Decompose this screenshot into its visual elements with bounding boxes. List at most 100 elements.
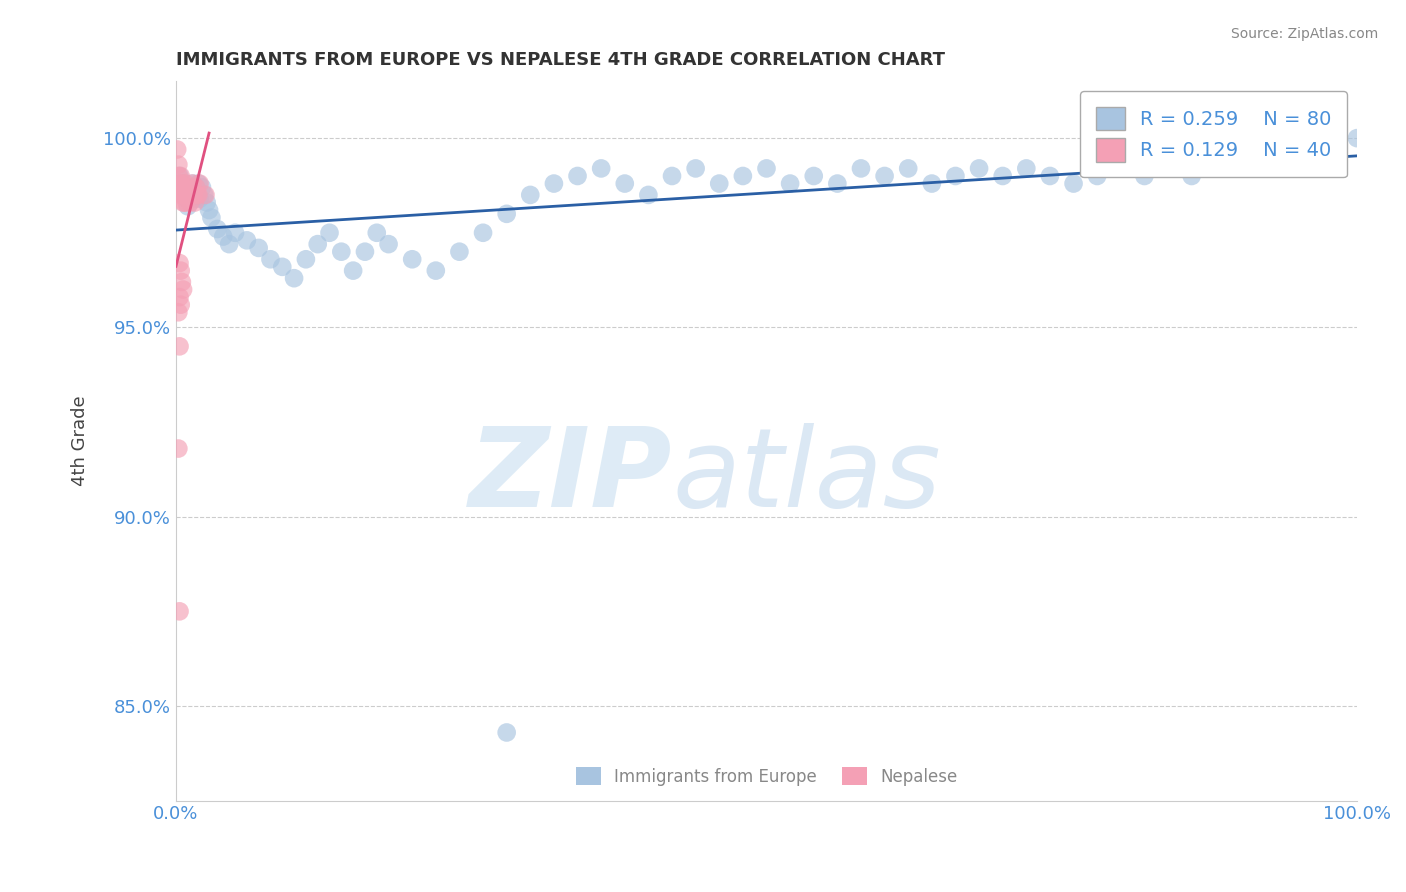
Point	[661, 169, 683, 183]
Point	[173, 188, 195, 202]
Point	[366, 226, 388, 240]
Point	[849, 161, 872, 176]
Point	[169, 604, 191, 618]
Point	[1299, 138, 1322, 153]
Point	[181, 177, 204, 191]
Point	[1085, 169, 1108, 183]
Point	[169, 180, 191, 194]
Point	[1322, 135, 1344, 149]
Point	[187, 177, 209, 191]
Point	[991, 169, 1014, 183]
Point	[177, 188, 200, 202]
Point	[218, 237, 240, 252]
Point	[172, 283, 194, 297]
Point	[271, 260, 294, 274]
Point	[567, 169, 589, 183]
Point	[169, 177, 191, 191]
Point	[169, 339, 191, 353]
Text: ZIP: ZIP	[468, 424, 672, 531]
Point	[967, 161, 990, 176]
Point	[519, 188, 541, 202]
Point	[247, 241, 270, 255]
Point	[1181, 169, 1204, 183]
Point	[183, 188, 205, 202]
Point	[176, 188, 198, 202]
Point	[1251, 135, 1274, 149]
Text: IMMIGRANTS FROM EUROPE VS NEPALESE 4TH GRADE CORRELATION CHART: IMMIGRANTS FROM EUROPE VS NEPALESE 4TH G…	[176, 51, 945, 69]
Point	[173, 195, 195, 210]
Text: Source: ZipAtlas.com: Source: ZipAtlas.com	[1230, 27, 1378, 41]
Point	[779, 177, 801, 191]
Legend: Immigrants from Europe, Nepalese: Immigrants from Europe, Nepalese	[569, 761, 965, 792]
Point	[186, 188, 208, 202]
Point	[259, 252, 281, 267]
Point	[637, 188, 659, 202]
Point	[1063, 177, 1085, 191]
Point	[1275, 131, 1298, 145]
Point	[709, 177, 731, 191]
Point	[195, 195, 218, 210]
Point	[236, 233, 259, 247]
Point	[177, 180, 200, 194]
Point	[543, 177, 565, 191]
Point	[591, 161, 613, 176]
Point	[212, 229, 235, 244]
Point	[330, 244, 353, 259]
Point	[184, 195, 207, 210]
Point	[184, 192, 207, 206]
Point	[167, 169, 190, 183]
Point	[180, 188, 202, 202]
Point	[295, 252, 318, 267]
Point	[181, 177, 204, 191]
Point	[827, 177, 849, 191]
Point	[1039, 169, 1062, 183]
Point	[224, 226, 246, 240]
Point	[179, 195, 201, 210]
Point	[167, 158, 190, 172]
Point	[755, 161, 778, 176]
Point	[921, 177, 943, 191]
Point	[177, 180, 200, 194]
Point	[172, 195, 194, 210]
Point	[167, 442, 190, 456]
Point	[1204, 161, 1226, 176]
Point	[170, 275, 193, 289]
Point	[307, 237, 329, 252]
Point	[613, 177, 636, 191]
Point	[170, 177, 193, 191]
Point	[167, 305, 190, 319]
Point	[184, 180, 207, 194]
Point	[283, 271, 305, 285]
Y-axis label: 4th Grade: 4th Grade	[72, 396, 89, 486]
Point	[1015, 161, 1038, 176]
Point	[173, 188, 195, 202]
Point	[318, 226, 340, 240]
Point	[170, 169, 193, 183]
Point	[179, 188, 201, 202]
Point	[803, 169, 825, 183]
Point	[945, 169, 967, 183]
Point	[897, 161, 920, 176]
Text: atlas: atlas	[672, 424, 941, 531]
Point	[188, 177, 211, 191]
Point	[169, 169, 191, 183]
Point	[188, 192, 211, 206]
Point	[193, 188, 215, 202]
Point	[207, 222, 229, 236]
Point	[166, 143, 188, 157]
Point	[187, 188, 209, 202]
Point	[495, 207, 517, 221]
Point	[1109, 161, 1132, 176]
Point	[354, 244, 377, 259]
Point	[191, 180, 214, 194]
Point	[174, 177, 197, 191]
Point	[170, 298, 193, 312]
Point	[170, 177, 193, 191]
Point	[1133, 169, 1156, 183]
Point	[1157, 161, 1180, 176]
Point	[174, 188, 197, 202]
Point	[731, 169, 754, 183]
Point	[170, 188, 193, 202]
Point	[177, 188, 200, 202]
Point	[685, 161, 707, 176]
